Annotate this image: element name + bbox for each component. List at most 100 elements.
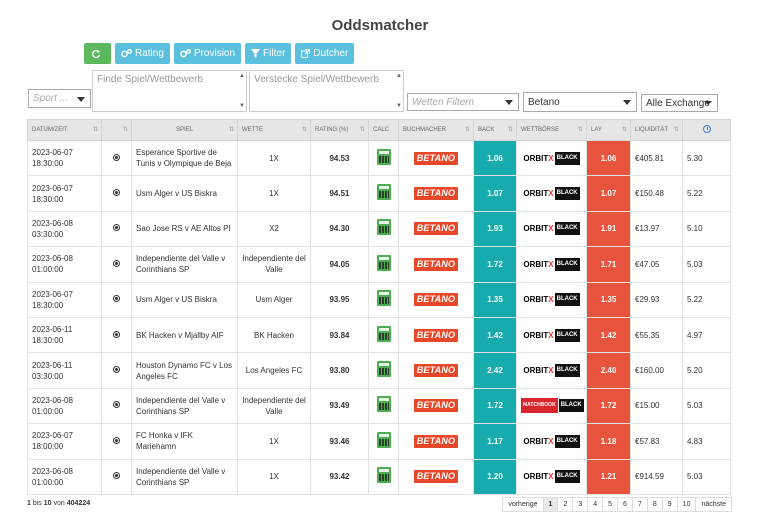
pagination-page[interactable]: 3 — [573, 498, 589, 511]
game-cell: Houston Dynamo FC v Los Angeles FC — [131, 352, 238, 389]
lay-odds-cell: 1.06 — [586, 139, 631, 177]
football-icon — [113, 472, 120, 480]
rating-cell: 93.46 — [310, 423, 369, 460]
calculator-icon[interactable] — [376, 361, 391, 378]
pagination-page[interactable]: 10 — [678, 498, 697, 511]
pagination-page[interactable]: 8 — [648, 498, 663, 511]
calculator-icon[interactable] — [376, 325, 391, 342]
column-header-back[interactable]: Back ⇅ — [473, 119, 517, 141]
table-row[interactable]: 2023-06-08 03:30:00 Sao Jose RS v AE Altos… — [27, 210, 731, 248]
provision-button[interactable]: Provision — [173, 43, 242, 64]
game-cell: BK Hacken v Mjallby AIF — [131, 316, 238, 354]
column-header-rating[interactable]: Rating (%) ⇅ — [310, 119, 369, 141]
calculator-icon[interactable] — [376, 184, 391, 201]
column-header-lay[interactable]: Lay ⇅ — [586, 119, 631, 141]
orbitx-logo: ORBIT X BLACK — [523, 364, 580, 378]
sort-icon: ⇅ — [464, 127, 470, 133]
calculator-icon[interactable] — [376, 290, 391, 307]
betano-logo[interactable]: BETANO — [413, 470, 459, 484]
lay-odds-cell: 1.72 — [586, 387, 631, 425]
calc-cell — [368, 387, 399, 425]
exchange-cell[interactable]: ORBIT X BLACK — [516, 246, 587, 283]
table-row[interactable]: 2023-06-07 18:30:00 Usm Alger v US Biskra 1… — [27, 175, 731, 212]
filter-button[interactable]: Filter — [245, 43, 292, 64]
rating-cell: 94.05 — [310, 246, 369, 283]
rating-button[interactable]: Rating — [115, 43, 170, 64]
column-header-sport[interactable]: ⇅ — [101, 119, 132, 141]
betano-logo[interactable]: BETANO — [413, 257, 459, 271]
betano-logo[interactable]: BETANO — [413, 187, 459, 201]
exchange-cell[interactable]: ORBIT X BLACK — [516, 175, 587, 212]
table-row[interactable]: 2023-06-11 18:30:00 BK Hacken v Mjallby AI… — [27, 316, 731, 354]
table-row[interactable]: 2023-06-07 18:00:00 FC Honka v IFK Marieha… — [27, 423, 731, 460]
lay-odds-cell: 1.71 — [586, 246, 631, 283]
table-row[interactable]: 2023-06-11 03:30:00 Houston Dynamo FC v Lo… — [27, 352, 731, 389]
column-header-liquidity[interactable]: Liquidität ⇅ — [630, 119, 683, 141]
exchange-cell[interactable]: ORBIT X BLACK — [516, 458, 587, 495]
pagination-page[interactable]: 5 — [603, 498, 619, 511]
bookmaker-cell: BETANO — [398, 316, 474, 354]
liquidity-cell: €47.05 — [630, 246, 683, 283]
column-header-game[interactable]: Spiel ⇅ — [131, 119, 238, 141]
sport-select[interactable]: Sport ... — [28, 89, 91, 108]
column-header-bookmaker[interactable]: Buchmacher ⇅ — [398, 119, 474, 141]
pagination-page[interactable]: 6 — [618, 498, 633, 511]
column-header-time[interactable] — [682, 119, 731, 141]
pagination-page[interactable]: 7 — [633, 498, 648, 511]
refresh-button[interactable] — [84, 43, 111, 64]
column-header-calc[interactable]: Calc — [368, 119, 399, 141]
exchange-cell[interactable]: ORBIT X BLACK — [516, 139, 587, 177]
column-header-bet[interactable]: Wette ⇅ — [237, 119, 311, 141]
pagination-page[interactable]: 4 — [588, 498, 604, 511]
rating-cell: 93.42 — [310, 458, 369, 495]
betano-logo[interactable]: BETANO — [413, 328, 459, 342]
exchange-cell[interactable]: ORBIT X BLACK — [516, 210, 587, 248]
bet-filter-select[interactable]: Wetten Filtern — [407, 93, 519, 111]
column-header-date[interactable]: Datum/Zeit ⇅ — [27, 119, 102, 141]
betano-logo[interactable]: BETANO — [413, 293, 459, 307]
betano-logo[interactable]: BETANO — [413, 151, 459, 165]
bet-cell: Los Angeles FC — [237, 352, 311, 389]
column-header-exchange[interactable]: Wettbörse ⇅ — [516, 119, 587, 141]
table-row[interactable]: 2023-06-07 18:30:00 Esperance Sportive de … — [27, 139, 731, 177]
exchange-cell[interactable]: ORBIT X BLACK — [516, 281, 587, 318]
table-row[interactable]: 2023-06-07 18:30:00 Usm Alger v US Biskra U… — [27, 281, 731, 318]
table-row[interactable]: 2023-06-08 01:00:00 Independiente del Vall… — [27, 387, 731, 425]
exchange-cell[interactable]: ORBIT X BLACK — [516, 316, 587, 354]
calculator-icon[interactable] — [376, 467, 391, 484]
calculator-icon[interactable] — [376, 148, 391, 165]
pagination-page[interactable]: 1 — [543, 498, 559, 511]
refresh-icon — [91, 49, 101, 58]
exchange-cell[interactable]: ORBIT X BLACK — [516, 423, 587, 460]
dutcher-button[interactable]: Dutcher — [295, 43, 355, 64]
info-von: von — [53, 500, 65, 507]
exchange-select[interactable]: Alle Exchange — [641, 94, 718, 112]
exchange-cell[interactable]: ORBIT X BLACK — [516, 352, 587, 389]
betano-logo[interactable]: BETANO — [413, 364, 459, 378]
pagination-page[interactable]: 9 — [663, 498, 678, 511]
sport-cell — [101, 352, 132, 389]
calculator-icon[interactable] — [376, 431, 391, 448]
toolbar: Rating Provision Filter Dutcher — [84, 43, 355, 64]
calculator-icon[interactable] — [376, 254, 391, 271]
pagination-next[interactable]: nächste — [701, 501, 726, 508]
football-icon — [113, 189, 120, 197]
pagination-page[interactable]: 2 — [558, 498, 574, 511]
time-cell: 5.30 — [682, 139, 731, 177]
bet-cell: 1X — [237, 139, 311, 177]
hide-game-input[interactable]: Verstecke Spiel/Wettbewerb ▲ ▼ — [249, 70, 404, 112]
exchange-cell[interactable]: MATCHBOOK BLACK — [516, 387, 587, 425]
table-row[interactable]: 2023-06-08 01:00:00 Independiente del Vall… — [27, 458, 731, 495]
calculator-icon[interactable] — [376, 219, 391, 236]
table-row[interactable]: 2023-06-08 01:00:00 Independiente del Vall… — [27, 246, 731, 283]
bookmaker-select[interactable]: Betano — [523, 92, 637, 112]
calculator-icon[interactable] — [376, 396, 391, 413]
find-game-input[interactable]: Finde Spiel/Wettbewerb ▲ ▼ — [92, 70, 247, 112]
pagination-prev[interactable]: vorherige — [503, 498, 544, 511]
betano-logo[interactable]: BETANO — [413, 222, 459, 236]
betano-logo[interactable]: BETANO — [413, 399, 459, 413]
scrollbar[interactable]: ▲ ▼ — [396, 73, 402, 109]
scrollbar[interactable]: ▲ ▼ — [239, 73, 245, 109]
calc-cell — [368, 281, 399, 318]
betano-logo[interactable]: BETANO — [413, 434, 459, 448]
